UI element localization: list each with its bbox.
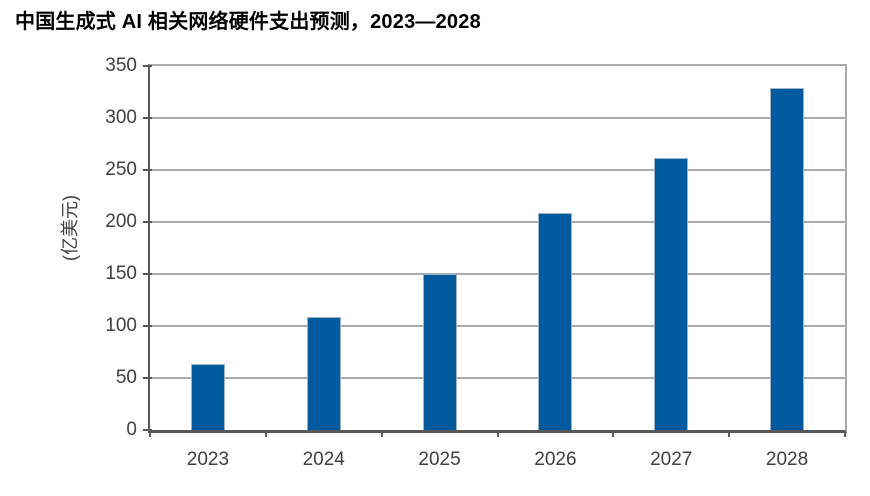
x-tick-mark-3 xyxy=(496,431,499,437)
y-tick-label-350: 350 xyxy=(105,55,137,76)
gridline-100 xyxy=(150,325,845,327)
gridline-50 xyxy=(150,377,845,379)
bar-2025 xyxy=(422,274,457,430)
bar-2027 xyxy=(654,157,689,430)
plot-area xyxy=(148,64,847,433)
x-tick-mark-1 xyxy=(264,431,267,437)
gridline-150 xyxy=(150,273,845,275)
x-tick-mark-4 xyxy=(612,431,615,437)
x-tick-mark-5 xyxy=(728,431,731,437)
x-tick-label-2025: 2025 xyxy=(418,449,461,470)
x-tick-label-2027: 2027 xyxy=(650,449,693,470)
bar-2024 xyxy=(306,316,341,430)
x-tick-mark-6 xyxy=(844,431,846,437)
y-tick-label-150: 150 xyxy=(105,263,137,284)
x-tick-label-2023: 2023 xyxy=(186,449,230,470)
y-tick-label-100: 100 xyxy=(105,315,137,336)
x-tick-mark-0 xyxy=(149,431,151,437)
y-tick-mark-50 xyxy=(143,377,152,379)
x-tick-mark-2 xyxy=(380,431,383,437)
y-tick-label-250: 250 xyxy=(105,159,137,180)
y-tick-mark-350 xyxy=(143,65,152,67)
y-tick-mark-200 xyxy=(143,221,152,223)
y-tick-mark-150 xyxy=(143,273,152,275)
chart-title: 中国生成式 AI 相关网络硬件支出预测，2023—2028 xyxy=(15,11,481,33)
y-tick-label-50: 50 xyxy=(115,367,137,388)
gridline-200 xyxy=(150,221,845,223)
bar-2026 xyxy=(538,212,573,430)
bar-2028 xyxy=(770,87,805,430)
gridline-250 xyxy=(150,169,845,171)
y-tick-label-200: 200 xyxy=(105,211,137,232)
y-tick-label-0: 0 xyxy=(126,419,137,440)
x-tick-label-2026: 2026 xyxy=(534,449,577,470)
y-tick-mark-0 xyxy=(143,429,152,431)
y-tick-label-300: 300 xyxy=(105,107,137,128)
y-tick-mark-250 xyxy=(143,169,152,171)
y-tick-mark-300 xyxy=(143,117,152,119)
y-tick-mark-100 xyxy=(143,325,152,327)
x-tick-label-2028: 2028 xyxy=(765,449,809,470)
bar-2023 xyxy=(190,364,225,430)
x-tick-label-2024: 2024 xyxy=(302,449,345,470)
gridline-300 xyxy=(150,117,845,119)
